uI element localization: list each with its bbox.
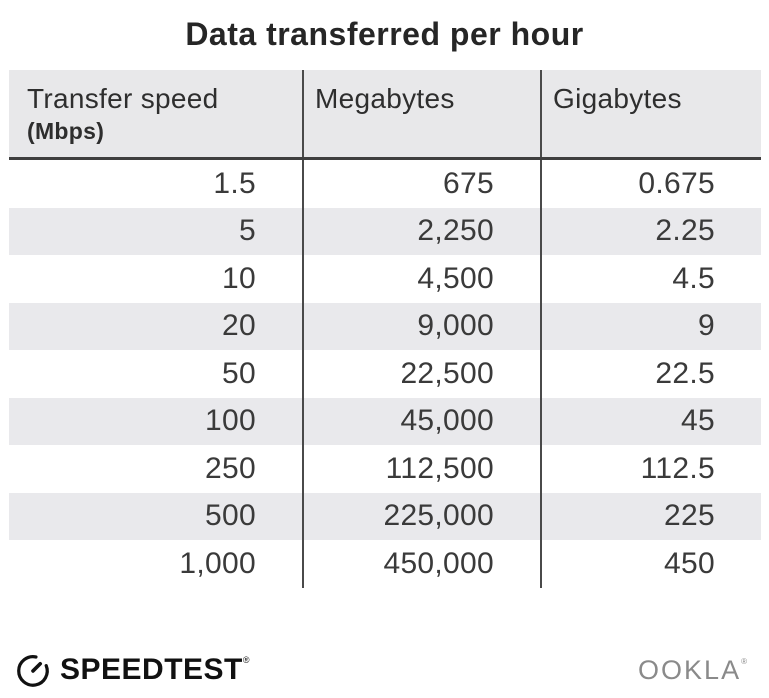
table-cell: 2,250 (302, 207, 540, 255)
table-cell: 112.5 (540, 445, 761, 493)
table-cell: 675 (302, 160, 540, 208)
table-row: 20 9,000 9 (9, 302, 761, 350)
table-cell: 5 (239, 214, 256, 248)
table-cell: 250 (205, 451, 256, 485)
registered-mark-icon: ® (242, 655, 250, 665)
footer: SPEEDTEST ® OOKLA ® (0, 638, 769, 698)
table-cell: 112,500 (302, 445, 540, 493)
header-label: Transfer speed (27, 83, 219, 114)
table-cell: 225,000 (302, 492, 540, 540)
table-row: 250 112,500 112.5 (9, 445, 761, 493)
speedtest-logo: SPEEDTEST ® (14, 651, 250, 689)
table-cell: 450,000 (302, 540, 540, 588)
table-cell: 9 (540, 302, 761, 350)
header-transfer-speed: Transfer speed (Mbps) (9, 70, 302, 157)
table-cell: 1.5 (213, 166, 256, 200)
table-row: 1.5 675 0.675 (9, 160, 761, 208)
registered-mark-icon: ® (741, 657, 747, 666)
table-cell: 50 (222, 356, 256, 390)
data-table: Transfer speed (Mbps) Megabytes Gigabyte… (9, 70, 761, 588)
ookla-wordmark: OOKLA (638, 655, 742, 685)
header-gigabytes: Gigabytes (540, 70, 761, 157)
header-megabytes: Megabytes (302, 70, 540, 157)
table-cell: 2.25 (540, 207, 761, 255)
table-row: 1,000 450,000 450 (9, 540, 761, 588)
header-label: Megabytes (315, 83, 455, 114)
ookla-logo: OOKLA ® (638, 655, 747, 686)
table-row: 100 45,000 45 (9, 397, 761, 445)
table-row: 10 4,500 4.5 (9, 255, 761, 303)
page-title: Data transferred per hour (185, 16, 584, 52)
table-cell: 9,000 (302, 302, 540, 350)
table-cell: 4,500 (302, 255, 540, 303)
table-cell: 1,000 (179, 546, 256, 580)
speedtest-gauge-icon (17, 655, 49, 687)
speedtest-wordmark: SPEEDTEST (60, 653, 243, 686)
header-label: Gigabytes (553, 83, 682, 114)
table-cell: 450 (540, 540, 761, 588)
table-body: 1.5 675 0.675 5 2,250 2.25 10 4,500 4.5 20 9,000 9 5… (9, 160, 761, 588)
table-cell: 20 (222, 309, 256, 343)
table-row: 5 2,250 2.25 (9, 207, 761, 255)
table-cell: 100 (205, 404, 256, 438)
table-cell: 0.675 (540, 160, 761, 208)
table-row: 50 22,500 22.5 (9, 350, 761, 398)
table-cell: 22.5 (540, 350, 761, 398)
table-header-row: Transfer speed (Mbps) Megabytes Gigabyte… (9, 70, 761, 160)
table-cell: 500 (205, 499, 256, 533)
table-cell: 45,000 (302, 397, 540, 445)
table-row: 500 225,000 225 (9, 492, 761, 540)
header-sublabel: (Mbps) (27, 118, 105, 144)
table-cell: 225 (540, 492, 761, 540)
table-cell: 45 (540, 397, 761, 445)
table-cell: 22,500 (302, 350, 540, 398)
table-cell: 4.5 (540, 255, 761, 303)
table-cell: 10 (222, 261, 256, 295)
